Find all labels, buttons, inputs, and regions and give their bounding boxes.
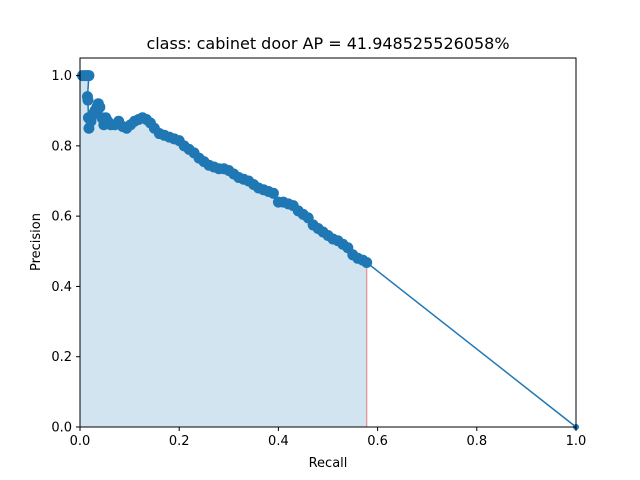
area-under-curve	[80, 75, 367, 427]
y-tick-label: 0.0	[51, 421, 72, 436]
x-axis-ticks: 0.0 0.2 0.4 0.6 0.8 1.0	[70, 427, 587, 449]
y-tick-label: 0.4	[51, 280, 72, 295]
data-point	[361, 257, 373, 269]
x-tick-label: 1.0	[566, 434, 587, 449]
y-tick-label: 0.2	[51, 350, 72, 365]
data-point	[83, 70, 95, 82]
y-axis-ticks: 0.0 0.2 0.4 0.6 0.8 1.0	[51, 69, 80, 436]
x-tick-label: 0.4	[268, 434, 289, 449]
area-under-curve-layer	[80, 75, 368, 427]
data-point	[94, 101, 106, 113]
data-point	[82, 94, 94, 106]
y-axis-label: Precision	[29, 213, 44, 271]
y-tick-label: 0.8	[51, 139, 72, 154]
chart-title: class: cabinet door AP = 41.948525526058…	[146, 34, 509, 53]
y-tick-label: 1.0	[51, 69, 72, 84]
x-tick-label: 0.2	[169, 434, 190, 449]
x-axis-label: Recall	[309, 456, 348, 471]
x-tick-label: 0.6	[367, 434, 388, 449]
plot-frame	[79, 57, 577, 428]
series-points-layer	[76, 70, 579, 430]
x-tick-label: 0.8	[466, 434, 487, 449]
x-tick-label: 0.0	[70, 434, 91, 449]
data-point	[267, 187, 279, 199]
y-tick-label: 0.6	[51, 210, 72, 225]
